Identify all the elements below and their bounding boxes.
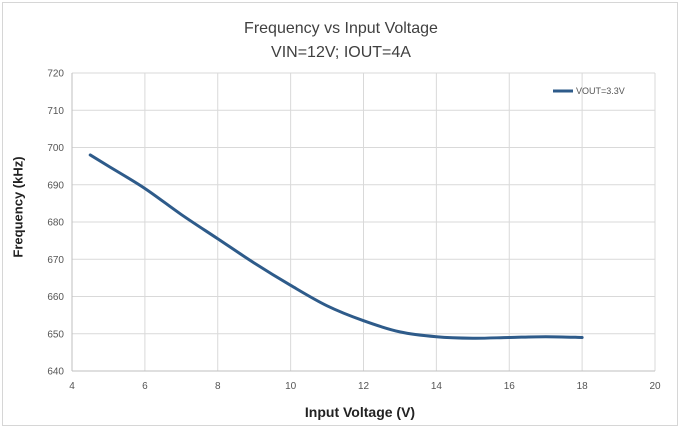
x-tick-label: 10 [285, 381, 297, 392]
x-axis-label: Input Voltage (V) [304, 404, 416, 420]
chart-title: Frequency vs Input Voltage [244, 20, 438, 37]
x-tick-label: 4 [69, 381, 75, 392]
y-tick-label: 720 [47, 69, 64, 80]
y-tick-label: 670 [47, 255, 64, 266]
x-tick-label: 6 [142, 381, 148, 392]
y-tick-label: 660 [47, 292, 64, 303]
x-tick-label: 20 [649, 381, 661, 392]
chart-subtitle: VIN=12V; IOUT=4A [271, 44, 411, 61]
y-tick-label: 710 [47, 106, 64, 117]
legend-label: VOUT=3.3V [576, 86, 625, 96]
x-tick-label: 12 [358, 381, 370, 392]
y-tick-label: 700 [47, 143, 64, 154]
x-tick-label: 16 [504, 381, 516, 392]
y-tick-label: 640 [47, 367, 64, 378]
y-tick-label: 650 [47, 329, 64, 340]
y-tick-label: 680 [47, 218, 64, 229]
series-line [88, 153, 584, 340]
y-tick-label: 690 [47, 180, 64, 191]
x-tick-label: 14 [431, 381, 443, 392]
x-tick-label: 18 [577, 381, 589, 392]
x-tick-label: 8 [215, 381, 221, 392]
